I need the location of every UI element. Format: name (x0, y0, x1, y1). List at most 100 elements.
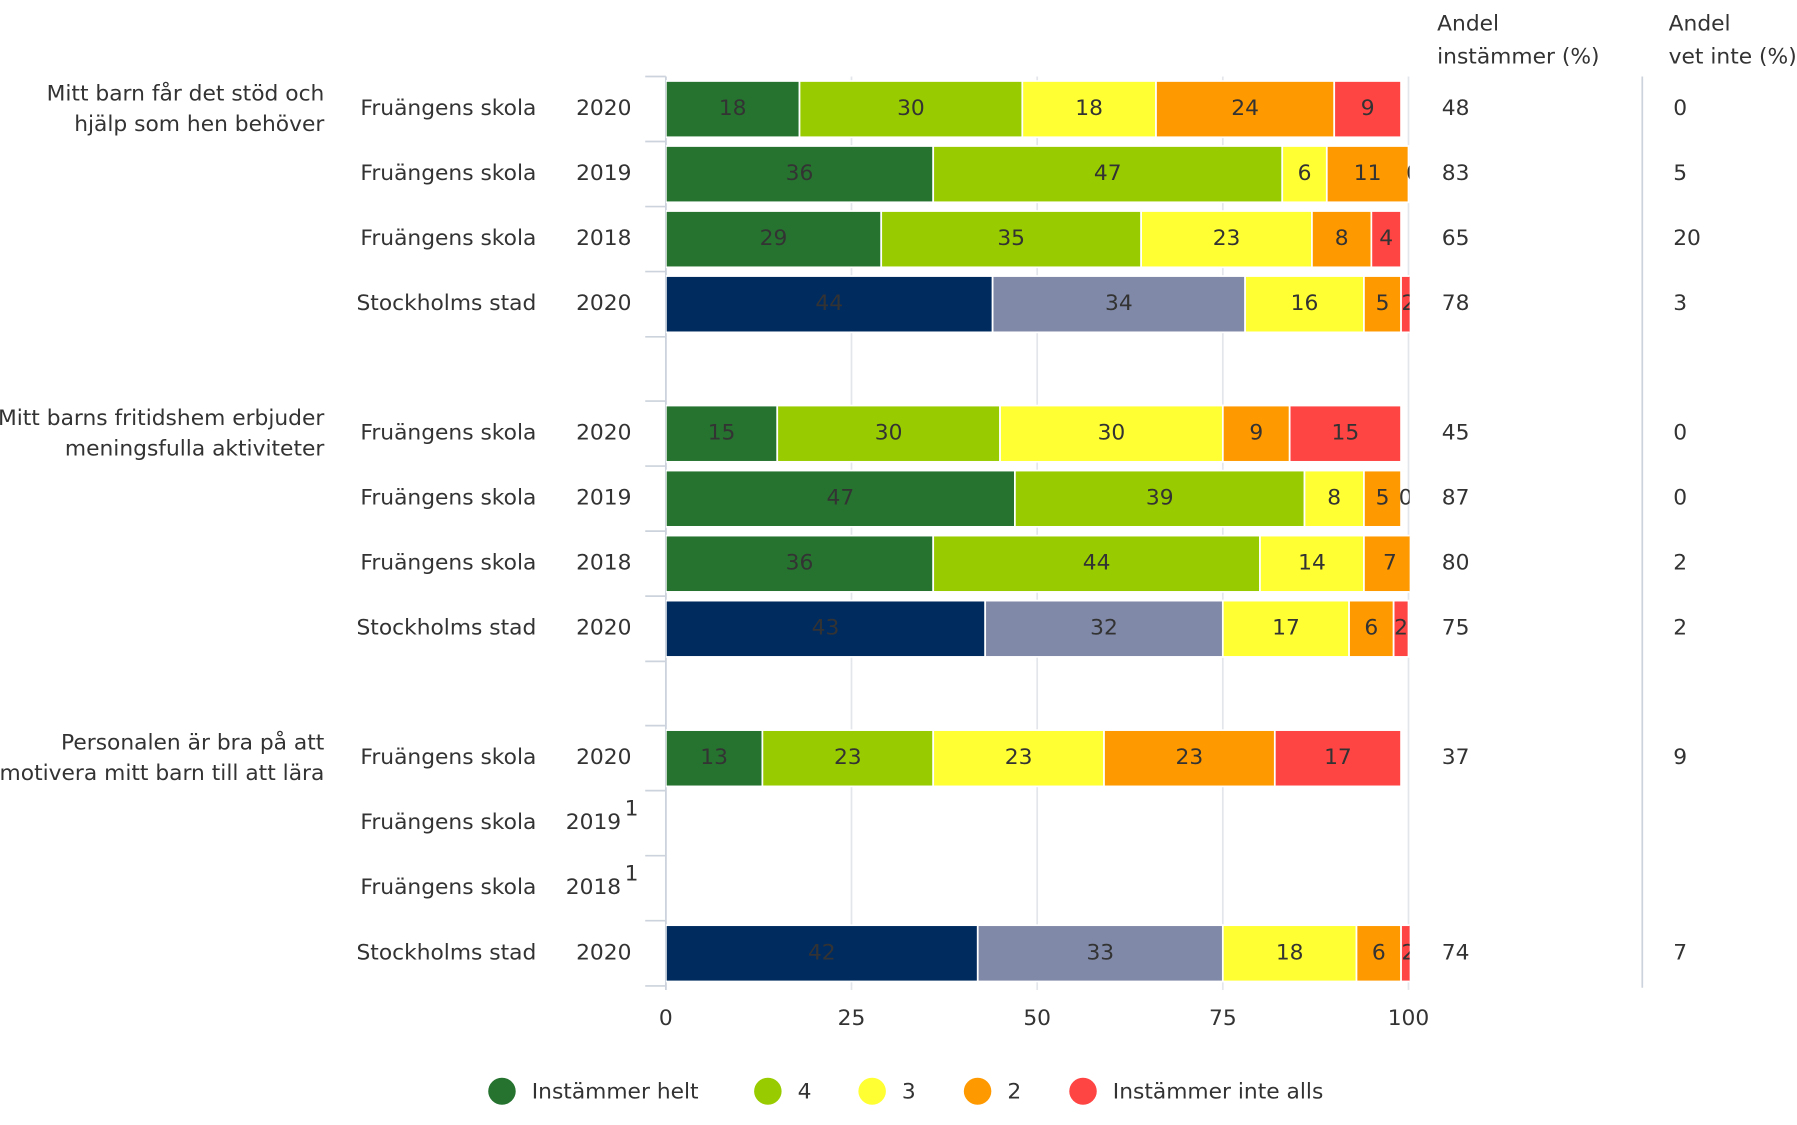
segment-label: 2 (1402, 940, 1416, 965)
segment-label: 9 (1361, 96, 1375, 121)
legend-label: 2 (1007, 1079, 1021, 1104)
group-label: Mitt barns fritidshem erbjuder (0, 406, 324, 431)
segment-label: 24 (1231, 96, 1259, 121)
column-value: 20 (1673, 226, 1701, 251)
year-label: 2020 (576, 291, 631, 316)
group-label: Personalen är bra på att (61, 730, 324, 756)
school-label: Stockholms stad (356, 616, 536, 641)
year-label: 2020 (576, 421, 631, 446)
school-label: Fruängens skola (360, 486, 536, 511)
year-label: 2019 (576, 486, 631, 511)
segment-label: 13 (700, 745, 728, 770)
bar-segment (665, 729, 764, 788)
school-label: Fruängens skola (360, 745, 536, 770)
legend-label: 3 (902, 1079, 916, 1104)
bar-segment (932, 145, 1284, 204)
segment-label: 47 (1094, 161, 1122, 186)
bar-segment (665, 534, 935, 593)
column-value: 0 (1673, 421, 1687, 446)
segment-label: 44 (815, 291, 843, 316)
segment-label: 18 (1075, 96, 1103, 121)
school-label: Fruängens skola (360, 810, 536, 835)
bar-segment (1363, 534, 1410, 593)
bar-segment (1221, 404, 1291, 463)
bar-segment (1325, 145, 1410, 204)
segment-label: 44 (1083, 551, 1111, 576)
segment-label: 23 (1005, 745, 1033, 770)
segment-label: 36 (786, 161, 814, 186)
year-label: 2020 (576, 616, 631, 641)
bar-segment (665, 80, 801, 139)
segment-label: 34 (1105, 291, 1133, 316)
x-tick-label: 75 (1209, 1006, 1237, 1031)
x-tick-label: 25 (838, 1006, 866, 1031)
column-value: 9 (1673, 745, 1687, 770)
year-label: 2018 (566, 875, 621, 900)
bar-segment (1281, 145, 1328, 204)
column-value: 3 (1673, 291, 1687, 316)
bar-segment (1348, 599, 1395, 658)
segment-label: 43 (812, 616, 840, 641)
bar-segment (1355, 924, 1402, 983)
column-value: 0 (1673, 96, 1687, 121)
year-label: 2018 (576, 551, 631, 576)
segment-label: 2 (1394, 616, 1408, 641)
segment-label: 5 (1376, 291, 1390, 316)
x-tick-label: 100 (1388, 1006, 1430, 1031)
bar-segment (1400, 275, 1410, 334)
column-value: 48 (1442, 96, 1470, 121)
school-label: Fruängens skola (360, 421, 536, 446)
legend-label: 4 (798, 1079, 812, 1104)
school-label: Fruängens skola (360, 96, 536, 121)
bar-segment (1370, 210, 1402, 269)
bar-segment (1311, 210, 1373, 269)
bar-segment (665, 469, 1016, 528)
year-label: 2019 (576, 161, 631, 186)
column-value: 75 (1442, 616, 1470, 641)
segment-label: 30 (897, 96, 925, 121)
bar-segment (1140, 210, 1313, 269)
segment-label: 42 (808, 940, 836, 965)
column-value: 80 (1442, 551, 1470, 576)
year-label: 2018 (576, 226, 631, 251)
segment-label: 5 (1376, 486, 1390, 511)
column-value: 83 (1442, 161, 1470, 186)
column-value: 78 (1442, 291, 1470, 316)
segment-label: 17 (1272, 616, 1300, 641)
segment-label: 9 (1249, 421, 1263, 446)
segment-label: 18 (719, 96, 747, 121)
group-label: motivera mitt barn till att lära (0, 761, 324, 786)
legend-swatch (858, 1077, 886, 1105)
legend-swatch (754, 1077, 782, 1105)
segment-label: 14 (1298, 551, 1326, 576)
group-label: Mitt barn får det stöd och (47, 81, 325, 107)
segment-label: 32 (1090, 616, 1118, 641)
segment-label: 0 (1399, 486, 1413, 511)
bar-segment (932, 534, 1261, 593)
school-label: Fruängens skola (360, 161, 536, 186)
legend-swatch (488, 1077, 516, 1105)
column-value: 2 (1673, 551, 1687, 576)
bar-segment (1259, 534, 1365, 593)
segment-label: 0 (1414, 551, 1428, 576)
school-label: Stockholms stad (356, 291, 536, 316)
column-header: vet inte (%) (1669, 44, 1797, 69)
bar-segment (798, 80, 1024, 139)
school-label: Fruängens skola (360, 875, 536, 900)
column-value: 37 (1442, 745, 1470, 770)
segment-label: 23 (1176, 745, 1204, 770)
legend-swatch (1069, 1077, 1097, 1105)
bar-segment (976, 924, 1224, 983)
column-value: 5 (1673, 161, 1687, 186)
bar-segment (1392, 599, 1410, 658)
segment-label: 23 (834, 745, 862, 770)
x-tick-label: 0 (659, 1006, 673, 1031)
bar-segment (1221, 924, 1358, 983)
segment-label: 8 (1327, 486, 1341, 511)
segment-label: 2 (1402, 291, 1416, 316)
year-label: 2020 (576, 940, 631, 965)
bar-segment (1155, 80, 1336, 139)
segment-label: 18 (1276, 940, 1304, 965)
bar-segment (1363, 275, 1402, 334)
bar-segment (1021, 80, 1157, 139)
